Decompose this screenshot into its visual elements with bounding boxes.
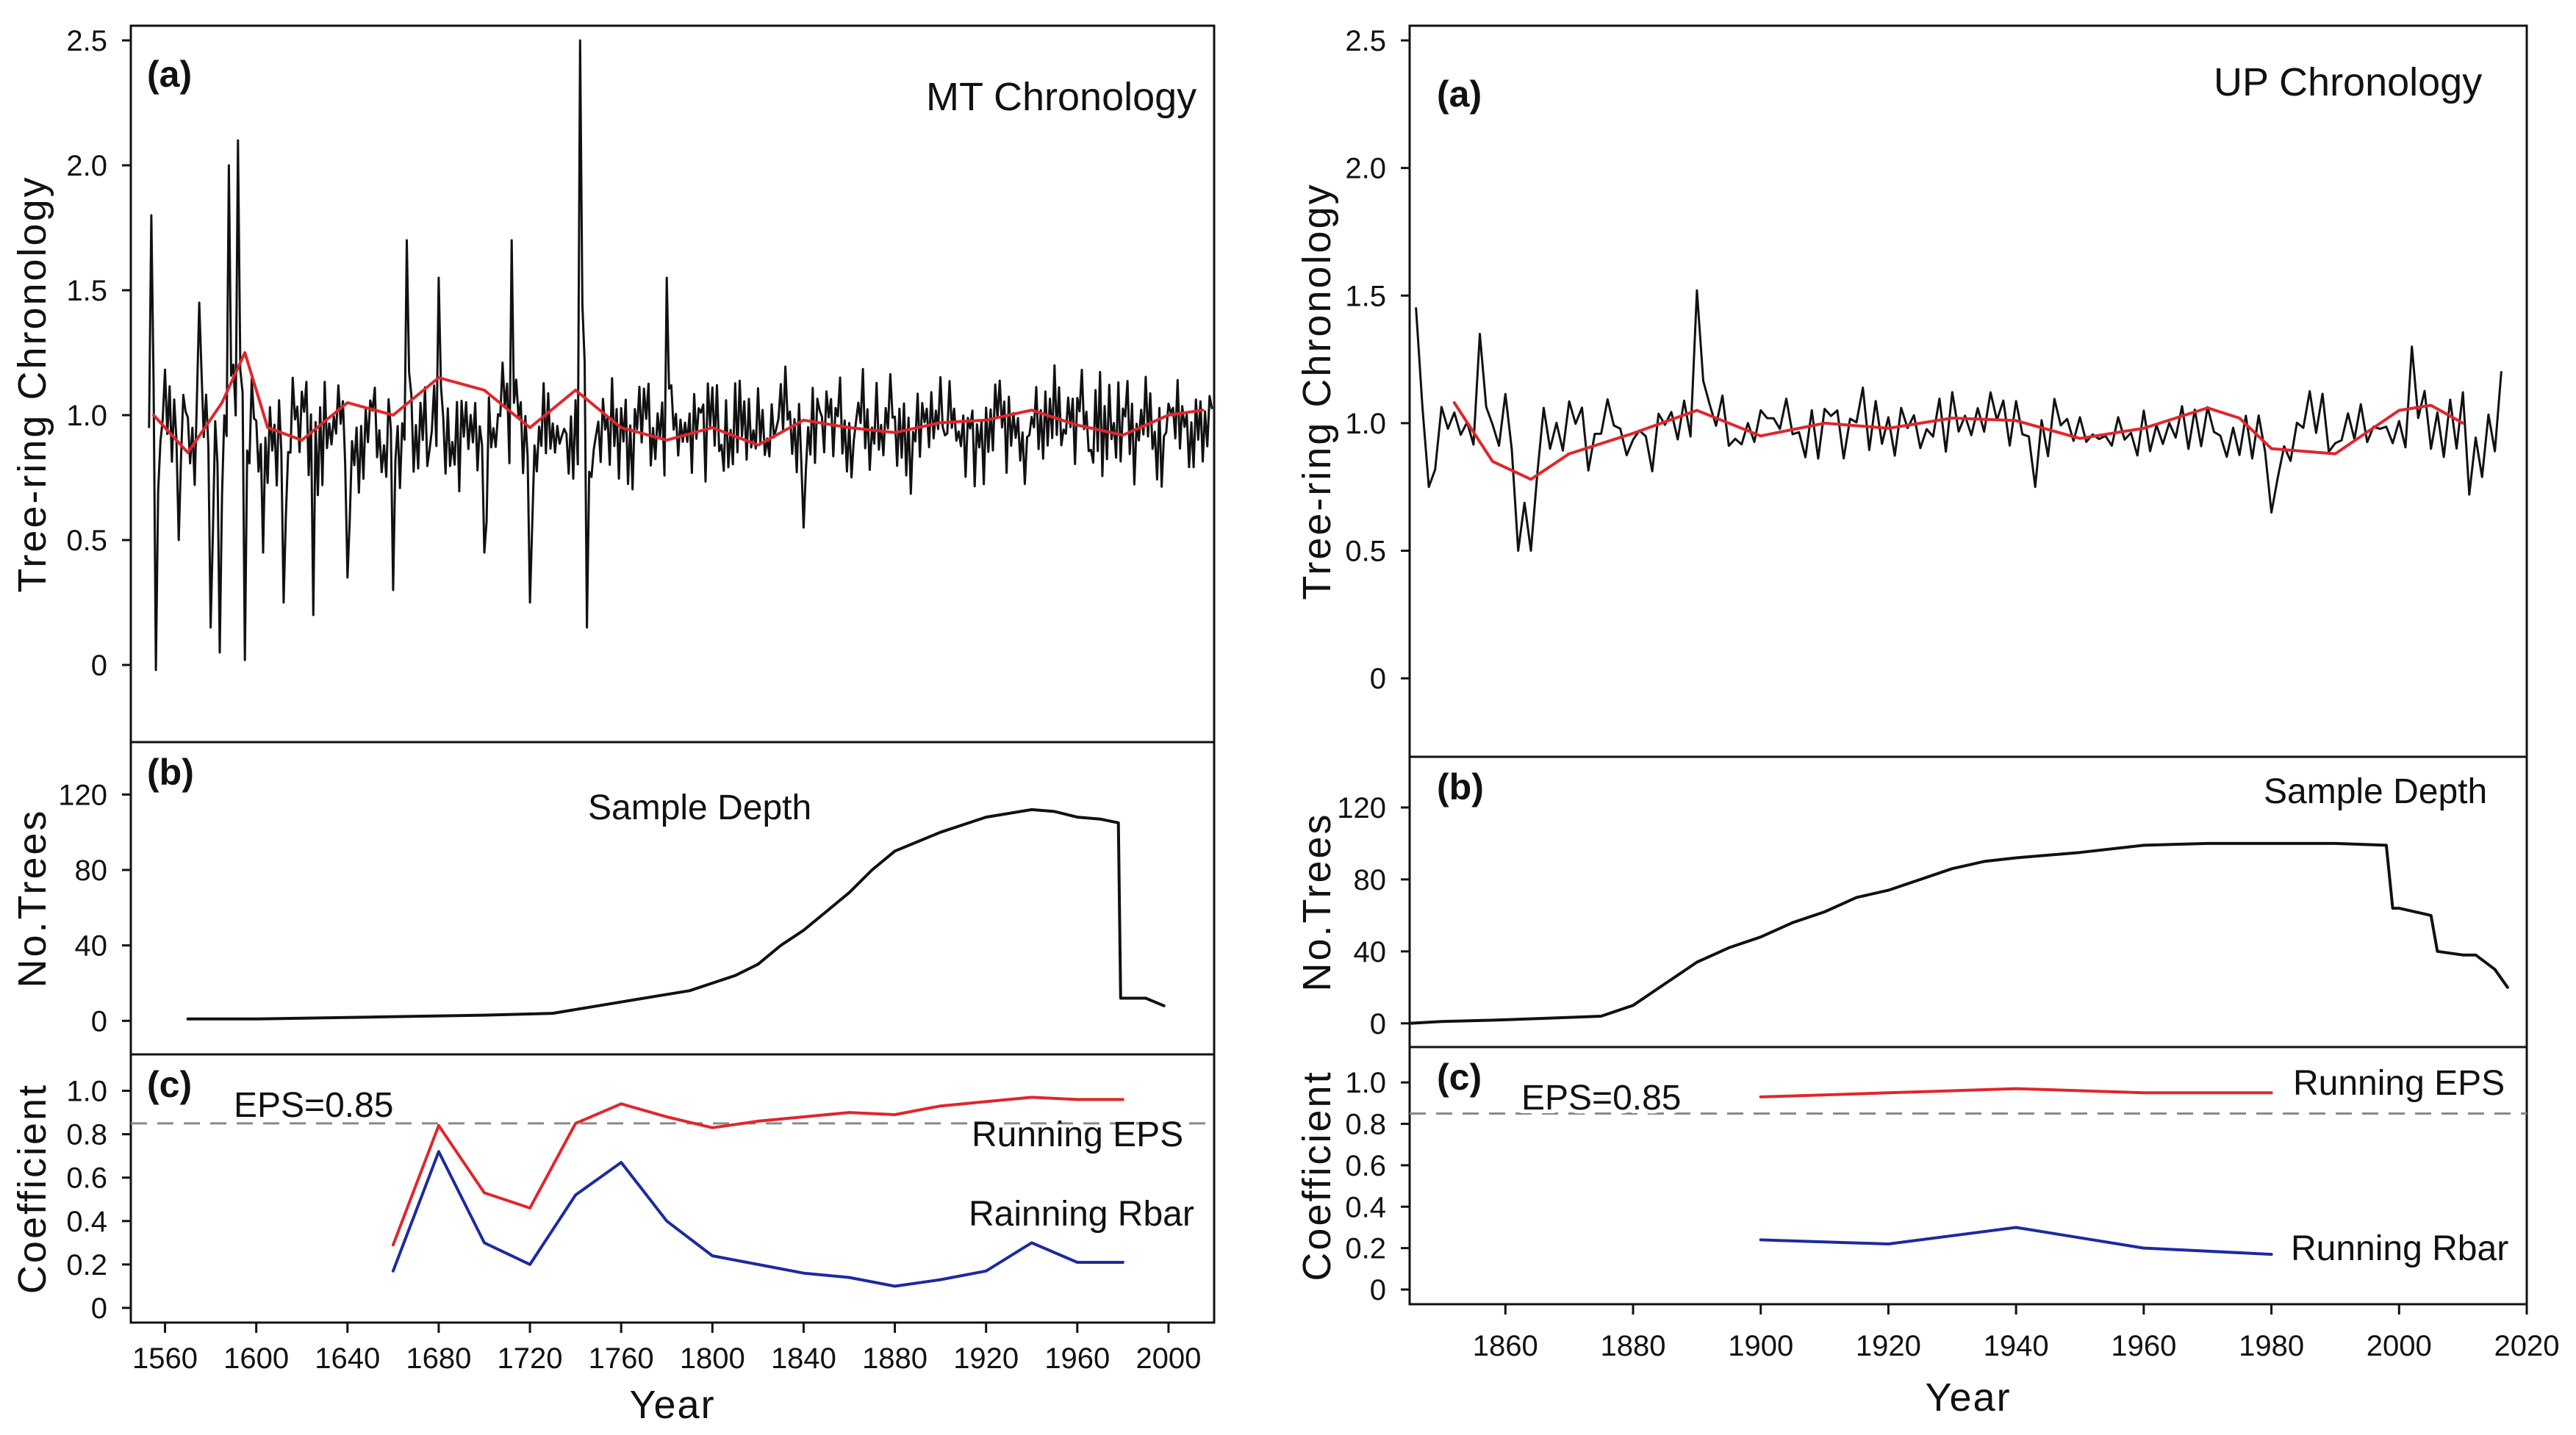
y-tick-label: 120 [58, 779, 107, 811]
y-tick-label: 0.6 [66, 1162, 107, 1195]
y-axis-label: No.Trees [1295, 812, 1339, 991]
y-tick-label: 1.5 [66, 275, 107, 307]
y-tick-label: 0.4 [1345, 1191, 1386, 1223]
y-tick-label: 0.5 [1345, 536, 1386, 568]
x-tick-label: 1960 [1044, 1342, 1110, 1375]
x-tick-label: 1640 [315, 1342, 380, 1375]
series-line-rainning-rbar [391, 1150, 1124, 1288]
series-line-running-eps [391, 1096, 1124, 1247]
x-tick-label: 1920 [953, 1342, 1019, 1375]
rbar-series-label: Running Rbar [2291, 1229, 2508, 1268]
chart-mt: 1560 1600 1640 1680 1720 1760 1800 1840 1880 1920… [10, 24, 1216, 1427]
y-tick-label: 0.6 [1345, 1150, 1386, 1182]
y-tick-label: 0.8 [1345, 1109, 1386, 1141]
series-line-smoothed [152, 351, 1205, 454]
y-tick-label: 2.5 [1345, 25, 1386, 57]
x-tick-label: 1980 [2239, 1330, 2304, 1362]
eps-threshold-label: EPS=0.85 [234, 1086, 394, 1125]
x-tick-label: 1880 [1601, 1330, 1666, 1362]
series-line-raw-chronology [1415, 289, 2503, 552]
y-tick-label: 0 [91, 1292, 107, 1325]
y-tick-label: 120 [1337, 792, 1386, 824]
panel-label: (c) [147, 1064, 192, 1105]
x-axis-label: Year [629, 1383, 715, 1427]
x-tick-label: 2000 [1135, 1342, 1201, 1375]
panel-label: (b) [1437, 766, 1484, 808]
y-tick-label: 1.5 [1345, 280, 1386, 312]
series-line-sample-depth [1408, 841, 2509, 1025]
x-tick-label: 1680 [406, 1342, 471, 1375]
y-tick-label: 1.0 [1345, 1067, 1386, 1099]
y-tick-label: 80 [75, 855, 108, 887]
y-tick-label: 40 [1354, 936, 1387, 968]
panel-c: 0 0.2 0.4 0.6 0.8 1.0 Coefficient (c) EPS=0.85 Ru… [10, 1064, 1214, 1325]
y-tick-label: 0.2 [66, 1249, 107, 1281]
y-tick-label: 2.0 [66, 150, 107, 182]
x-tick-label: 1920 [1856, 1330, 1921, 1362]
x-tick-label: 1860 [1473, 1330, 1538, 1362]
sample-depth-label: Sample Depth [2264, 772, 2487, 811]
panel-a: 0 0.5 1.0 1.5 2.0 2.5 Tree-ring Chronology (a) M… [10, 25, 1213, 682]
y-tick-label: 2.0 [1345, 153, 1386, 185]
y-tick-label: 0 [91, 1005, 107, 1037]
rbar-series-label: Rainning Rbar [969, 1195, 1194, 1234]
y-tick-label: 40 [75, 930, 108, 963]
chart-title: MT Chronology [926, 75, 1196, 119]
eps-threshold-label: EPS=0.85 [1521, 1079, 1682, 1118]
panel-label: (a) [147, 54, 192, 95]
x-tick-label: 1840 [771, 1342, 836, 1375]
x-tick-label: 1940 [1984, 1330, 2049, 1362]
series-line-running-rbar [1759, 1226, 2273, 1256]
x-tick-label: 2000 [2367, 1330, 2432, 1362]
eps-series-label: Running EPS [2293, 1064, 2505, 1103]
plot-frame [1408, 24, 2528, 1306]
x-tick-label: 1900 [1728, 1330, 1793, 1362]
x-tick-label: 1960 [2111, 1330, 2176, 1362]
y-tick-label: 0.4 [66, 1206, 107, 1238]
y-axis-label: No.Trees [10, 808, 54, 988]
y-tick-label: 0 [1370, 1274, 1386, 1306]
eps-series-label: Running EPS [972, 1115, 1183, 1154]
y-axis-label: Coefficient [10, 1083, 54, 1294]
x-tick-label: 2020 [2494, 1330, 2560, 1362]
y-tick-label: 0.5 [66, 525, 107, 557]
y-tick-label: 80 [1354, 864, 1387, 896]
panel-label: (b) [147, 752, 194, 793]
panel-label: (a) [1437, 73, 1482, 115]
sample-depth-label: Sample Depth [588, 788, 811, 827]
plot-frame [129, 24, 1216, 1324]
series-line-smoothed [1452, 401, 2465, 481]
y-tick-label: 0 [1370, 663, 1386, 695]
y-tick-label: 2.5 [66, 25, 107, 57]
y-tick-label: 0.2 [1345, 1233, 1386, 1265]
y-tick-label: 0 [91, 650, 107, 682]
y-axis-label: Tree-ring Chronology [1295, 182, 1339, 600]
chart-title: UP Chronology [2214, 60, 2482, 104]
chart-up: 1860 1880 1900 1920 1940 1960 1980 2000 2020 Year… [1295, 24, 2560, 1420]
series-line-sample-depth [186, 808, 1166, 1021]
x-tick-label: 1760 [589, 1342, 654, 1375]
panel-a: 0 0.5 1.0 1.5 2.0 2.5 Tree-ring Chronology (a) U… [1295, 25, 2503, 695]
y-tick-label: 0 [1370, 1008, 1386, 1040]
x-tick-label: 1880 [862, 1342, 928, 1375]
y-tick-label: 0.8 [66, 1119, 107, 1151]
x-tick-label: 1800 [680, 1342, 745, 1375]
y-axis-label: Tree-ring Chronology [10, 175, 54, 592]
x-tick-label: 1560 [132, 1342, 198, 1375]
y-tick-label: 1.0 [66, 1076, 107, 1108]
series-line-raw-chronology [148, 39, 1213, 672]
x-axis-label: Year [1925, 1375, 2011, 1420]
series-line-running-eps [1759, 1087, 2273, 1098]
y-tick-label: 1.0 [1345, 408, 1386, 440]
y-axis-label: Coefficient [1295, 1070, 1339, 1281]
y-tick-label: 1.0 [66, 400, 107, 432]
x-tick-label: 1720 [498, 1342, 563, 1375]
x-tick-label: 1600 [223, 1342, 289, 1375]
panel-label: (c) [1437, 1057, 1482, 1098]
